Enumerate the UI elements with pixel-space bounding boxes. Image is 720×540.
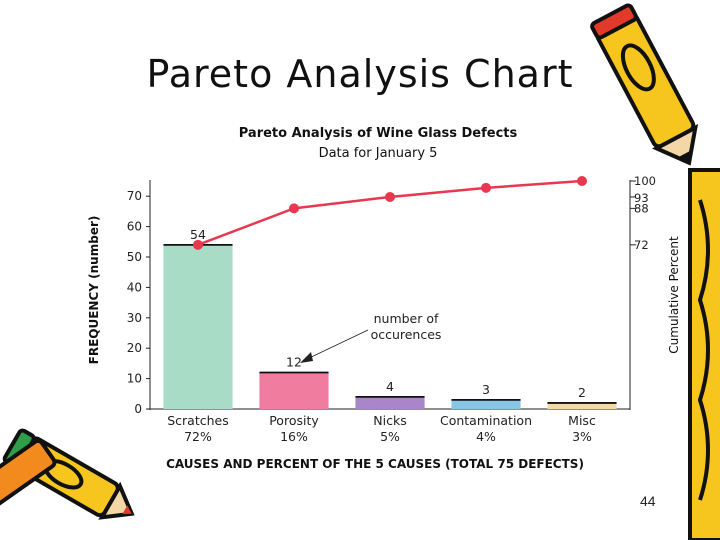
cumulative-point — [385, 191, 395, 202]
x-tick-label: Nicks — [373, 413, 406, 428]
bar-scratches — [163, 244, 233, 409]
y-axis-title: FREQUENCY (number) — [87, 216, 101, 365]
y-tick-label: 50 — [127, 250, 142, 264]
bar-data-label: 3 — [482, 382, 490, 397]
x-tick-label: Scratches — [167, 413, 229, 428]
annotation-text-line2: occurences — [371, 327, 442, 342]
bar-data-label: 2 — [578, 385, 586, 400]
y2-tick-label: 88 — [634, 201, 649, 215]
x-tick-label: Misc — [568, 413, 596, 428]
bars: 54 12 4 3 2 — [163, 227, 617, 409]
x-tick-percent: 72% — [184, 429, 212, 444]
bar-data-label: 4 — [386, 379, 394, 394]
chart-subtitle: Data for January 5 — [319, 146, 438, 161]
chart-title-group: Pareto Analysis of Wine Glass Defects Da… — [239, 126, 518, 161]
annotation-group: number of occurences — [300, 311, 441, 363]
bar-data-label: 12 — [286, 355, 302, 370]
bar-contamination — [451, 399, 521, 409]
x-tick-percent: 3% — [572, 429, 592, 444]
page-number: 44 — [640, 493, 656, 509]
y-tick-label: 0 — [134, 402, 142, 416]
y-tick-label: 70 — [127, 189, 142, 203]
y-tick-label: 30 — [127, 311, 142, 325]
y2-tick-label: 72 — [634, 238, 649, 252]
cumulative-line — [197, 179, 583, 247]
x-tick-label: Porosity — [269, 413, 319, 428]
y-tick-label: 20 — [127, 341, 142, 355]
bar-misc — [547, 402, 617, 409]
y2-tick-label: 93 — [634, 191, 649, 205]
y-ticks: 0 10 20 30 40 50 60 70 — [127, 189, 150, 416]
annotation-arrow-line — [304, 329, 369, 361]
x-tick-label: Contamination — [440, 413, 532, 428]
cumulative-point — [289, 203, 299, 214]
x-axis-title: CAUSES AND PERCENT OF THE 5 CAUSES (TOTA… — [166, 457, 584, 471]
x-tick-percent: 5% — [380, 429, 400, 444]
chart-title: Pareto Analysis of Wine Glass Defects — [239, 126, 518, 141]
cumulative-point — [481, 182, 491, 193]
cumulative-point — [193, 239, 203, 250]
slide-title: Pareto Analysis Chart — [146, 52, 574, 96]
y-tick-label: 60 — [127, 220, 142, 234]
bar-data-label: 54 — [190, 227, 206, 242]
bar-porosity — [259, 372, 329, 409]
y2-tick-label: 100 — [634, 174, 656, 188]
annotation-arrowhead — [300, 352, 313, 363]
annotation-text-line1: number of — [374, 311, 439, 326]
cumulative-point — [577, 176, 587, 186]
y-tick-label: 40 — [127, 280, 142, 294]
y2-axis-title: Cumulative Percent — [667, 236, 681, 354]
x-tick-percent: 4% — [476, 429, 496, 444]
bar-nicks — [355, 396, 425, 409]
cumulative-line-group — [193, 176, 587, 250]
y-tick-label: 10 — [127, 372, 142, 386]
x-tick-percent: 16% — [280, 429, 308, 444]
